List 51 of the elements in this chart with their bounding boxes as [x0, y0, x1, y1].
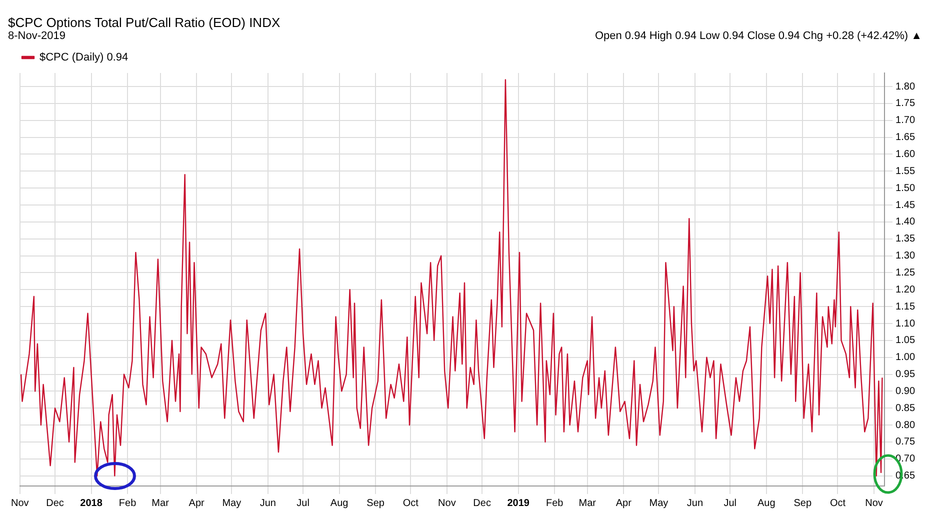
y-tick-label: 1.45: [896, 200, 916, 211]
x-tick-label: Aug: [757, 498, 776, 509]
y-tick-label: 0.85: [896, 402, 916, 414]
y-tick-label: 1.60: [896, 148, 916, 160]
x-tick-label: Oct: [402, 498, 419, 509]
y-tick-label: 1.10: [896, 318, 916, 330]
y-tick-label: 1.30: [896, 250, 916, 262]
x-tick-label: Oct: [830, 498, 846, 509]
x-tick-label: Nov: [865, 498, 883, 509]
x-tick-label: Jul: [296, 498, 310, 509]
y-tick-label: 0.80: [896, 420, 916, 431]
y-tick-label: 1.80: [896, 81, 916, 92]
y-tick-label: 1.05: [896, 335, 916, 346]
chart-subtitle: 8-Nov-2019: [8, 30, 66, 42]
x-tick-label: Mar: [152, 498, 170, 509]
x-tick-label: Nov: [438, 498, 456, 509]
y-tick-label: 0.75: [896, 436, 916, 448]
x-tick-label: Sep: [366, 498, 385, 509]
y-tick-label: 1.15: [896, 301, 916, 312]
x-tick-label: Apr: [616, 498, 632, 509]
x-tick-label: 2019: [507, 498, 530, 509]
x-tick-label: 2018: [80, 498, 103, 509]
y-tick-label: 1.40: [896, 216, 916, 228]
x-tick-label: Nov: [10, 498, 29, 509]
x-tick-label: Jun: [686, 498, 704, 509]
y-tick-label: 1.70: [896, 115, 916, 126]
y-tick-label: 1.25: [896, 267, 916, 278]
x-tick-label: Aug: [330, 498, 348, 509]
x-tick-label: Dec: [46, 498, 64, 509]
x-tick-label: Sep: [794, 498, 812, 509]
legend-label: $CPC (Daily) 0.94: [40, 52, 128, 64]
y-tick-label: 1.75: [896, 98, 916, 110]
y-tick-label: 1.35: [896, 234, 916, 245]
y-tick-label: 1.50: [896, 182, 916, 194]
x-tick-label: Jul: [724, 498, 736, 509]
x-tick-label: Feb: [546, 498, 564, 509]
y-tick-label: 1.65: [896, 132, 916, 144]
y-tick-label: 1.00: [896, 352, 916, 364]
text: Open 0.94 High 0.94 Low 0.94 Close 0.94 Chg +0.28 (+42.42%) ▲: [594, 30, 922, 42]
x-tick-label: Jun: [260, 498, 276, 509]
x-tick-label: May: [222, 498, 242, 509]
y-tick-label: 0.95: [896, 369, 916, 380]
y-tick-label: 1.20: [896, 284, 916, 296]
x-tick-label: Feb: [118, 498, 137, 509]
x-tick-label: Dec: [473, 498, 491, 509]
y-tick-label: 1.55: [896, 166, 916, 177]
chart-title: $CPC Options Total Put/Call Ratio (EOD) INDX: [8, 15, 280, 30]
x-tick-label: May: [649, 498, 668, 509]
y-tick-label: 0.90: [896, 386, 916, 397]
x-tick-label: Apr: [188, 498, 206, 509]
x-tick-label: Mar: [578, 498, 597, 509]
